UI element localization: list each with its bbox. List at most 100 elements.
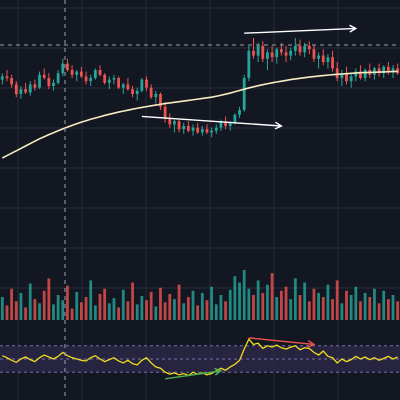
volume-bar[interactable] [38, 303, 41, 320]
volume-bar[interactable] [205, 300, 209, 320]
volume-bar[interactable] [345, 290, 348, 320]
candle-body[interactable] [219, 121, 223, 128]
candle-body[interactable] [345, 73, 348, 82]
candle-body[interactable] [182, 126, 186, 130]
volume-bar[interactable] [363, 292, 367, 320]
candle-body[interactable] [238, 110, 241, 115]
candle-body[interactable] [149, 87, 153, 98]
volume-bar[interactable] [386, 299, 390, 320]
candle-body[interactable] [377, 68, 381, 74]
candle-body[interactable] [80, 71, 83, 77]
volume-bar[interactable] [312, 288, 316, 320]
candle-body[interactable] [303, 46, 307, 53]
candle-body[interactable] [326, 57, 330, 62]
volume-bar[interactable] [266, 284, 269, 320]
candle-body[interactable] [14, 84, 18, 94]
volume-bar[interactable] [19, 292, 23, 320]
candle-body[interactable] [247, 50, 251, 78]
volume-bar[interactable] [275, 297, 279, 320]
candle-body[interactable] [224, 121, 227, 126]
volume-bar[interactable] [168, 293, 172, 320]
volume-bar[interactable] [359, 301, 362, 320]
candle-body[interactable] [261, 46, 265, 59]
candle-body[interactable] [307, 46, 311, 50]
volume-bar[interactable] [89, 280, 93, 320]
volume-bar[interactable] [200, 292, 204, 320]
candle-body[interactable] [66, 63, 69, 70]
candle-body[interactable] [242, 78, 246, 110]
candle-body[interactable] [24, 89, 27, 93]
volume-bar[interactable] [33, 299, 37, 320]
candle-body[interactable] [154, 94, 158, 98]
volume-bar[interactable] [382, 290, 386, 320]
candle-body[interactable] [275, 49, 279, 58]
volume-bar[interactable] [173, 299, 176, 320]
candle-body[interactable] [340, 73, 344, 78]
candle-body[interactable] [121, 84, 125, 88]
candle-body[interactable] [200, 129, 204, 133]
candle-body[interactable] [335, 68, 339, 78]
volume-bar[interactable] [331, 299, 334, 320]
volume-bar[interactable] [93, 305, 97, 320]
candle-body[interactable] [359, 71, 362, 78]
volume-bar[interactable] [373, 288, 376, 320]
candle-body[interactable] [98, 70, 102, 75]
volume-bar[interactable] [238, 282, 241, 321]
candle-body[interactable] [75, 71, 79, 75]
volume-bar[interactable] [47, 278, 51, 320]
candle-body[interactable] [266, 52, 269, 59]
candle-body[interactable] [47, 78, 51, 86]
volume-bar[interactable] [340, 303, 344, 320]
volume-bar[interactable] [261, 292, 265, 320]
candle-body[interactable] [317, 55, 320, 59]
volume-bar[interactable] [303, 282, 307, 321]
candle-body[interactable] [0, 76, 4, 80]
candle-body[interactable] [391, 68, 395, 72]
volume-bar[interactable] [368, 297, 372, 320]
candle-body[interactable] [19, 89, 23, 94]
volume-bar[interactable] [107, 303, 111, 320]
moving-average-line[interactable] [1, 70, 398, 159]
volume-bar[interactable] [24, 307, 27, 321]
candle-body[interactable] [126, 84, 130, 90]
volume-bar[interactable] [135, 304, 139, 320]
volume-bar[interactable] [140, 296, 144, 320]
volume-bar[interactable] [242, 270, 246, 320]
candle-body[interactable] [84, 76, 88, 82]
candle-body[interactable] [89, 78, 93, 82]
volume-bar[interactable] [210, 286, 214, 320]
volume-bar[interactable] [52, 304, 55, 320]
volume-bar[interactable] [396, 301, 400, 320]
candle-body[interactable] [270, 52, 274, 58]
candle-body[interactable] [70, 70, 74, 75]
resistance-arrow[interactable] [244, 27, 356, 34]
volume-bar[interactable] [298, 295, 302, 320]
candle-body[interactable] [205, 129, 209, 133]
candle-body[interactable] [173, 121, 176, 125]
volume-bar[interactable] [177, 284, 181, 320]
candle-body[interactable] [284, 52, 288, 56]
volume-bar[interactable] [98, 293, 102, 320]
volume-bar[interactable] [196, 305, 200, 320]
candle-body[interactable] [135, 90, 139, 94]
volume-bar[interactable] [159, 287, 162, 320]
volume-bar[interactable] [321, 297, 325, 320]
candle-body[interactable] [298, 46, 302, 53]
candle-body[interactable] [10, 78, 14, 85]
volume-pane[interactable] [0, 270, 400, 321]
candle-body[interactable] [312, 49, 316, 59]
candle-body[interactable] [331, 57, 334, 69]
candle-body[interactable] [354, 71, 358, 77]
candle-body[interactable] [42, 74, 46, 78]
candle-body[interactable] [252, 50, 255, 56]
bullish-divergence-arrow[interactable] [165, 370, 222, 380]
candle-body[interactable] [177, 121, 181, 130]
candle-body[interactable] [186, 126, 190, 131]
candle-body[interactable] [280, 49, 283, 53]
volume-bar[interactable] [247, 288, 251, 320]
candle-body[interactable] [163, 106, 167, 118]
volume-bar[interactable] [391, 295, 395, 320]
candle-body[interactable] [103, 74, 107, 83]
candle-body[interactable] [191, 127, 195, 131]
volume-bar[interactable] [42, 290, 46, 320]
